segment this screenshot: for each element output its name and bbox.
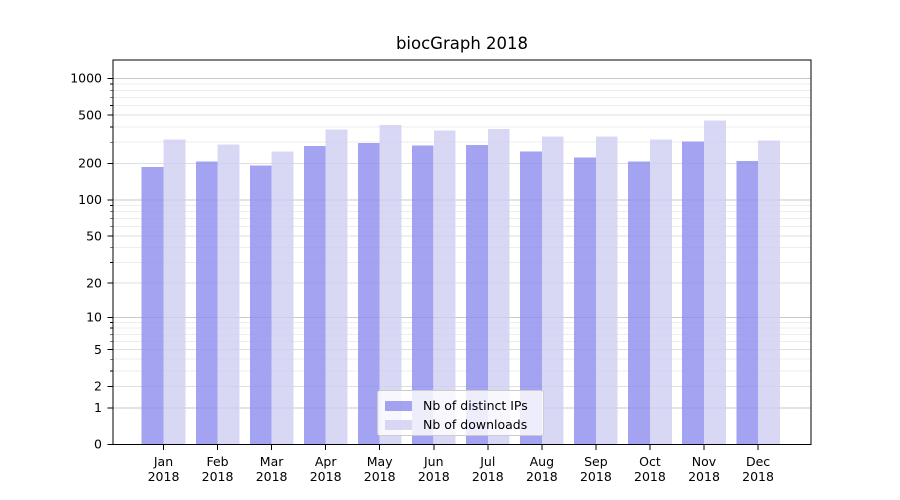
x-tick-label-year: 2018 — [148, 469, 180, 484]
bar-downloads — [217, 144, 240, 445]
bar-downloads — [487, 128, 510, 445]
bar-distinct-ips — [466, 145, 488, 445]
bar-downloads — [433, 130, 456, 445]
x-tick-label-month: Jul — [479, 454, 495, 469]
x-tick-label-year: 2018 — [310, 469, 342, 484]
x-tick-label-month: Sep — [584, 454, 608, 469]
x-tick-label-month: May — [367, 454, 393, 469]
x-tick-label-month: Aug — [530, 454, 554, 469]
bar-distinct-ips — [682, 141, 704, 445]
bar-distinct-ips — [141, 167, 164, 445]
x-tick-label-year: 2018 — [634, 469, 666, 484]
y-tick-label: 0 — [94, 437, 102, 452]
bar-downloads — [325, 129, 348, 445]
y-tick-label: 200 — [78, 156, 102, 171]
legend-label-downloads: Nb of downloads — [423, 417, 528, 432]
x-tick-label-month: Mar — [260, 454, 284, 469]
bar-downloads — [541, 136, 564, 445]
x-tick-label-year: 2018 — [418, 469, 450, 484]
x-tick-label-year: 2018 — [580, 469, 612, 484]
y-tick-label: 500 — [78, 107, 102, 122]
x-tick-label-year: 2018 — [364, 469, 396, 484]
y-tick-label: 100 — [78, 192, 102, 207]
bar-downloads — [163, 139, 186, 445]
bar-distinct-ips — [574, 157, 596, 445]
x-tick-label-month: Feb — [206, 454, 228, 469]
x-tick-label-month: Oct — [639, 454, 661, 469]
plot-border — [112, 59, 812, 445]
legend-item-distinct-ips: Nb of distinct IPs — [378, 397, 543, 414]
bar-downloads — [595, 136, 618, 445]
y-tick-label: 1 — [94, 400, 102, 415]
x-tick-label-month: Apr — [315, 454, 337, 469]
bar-distinct-ips — [736, 160, 759, 445]
x-tick-label-month: Dec — [746, 454, 770, 469]
x-tick-label-year: 2018 — [742, 469, 774, 484]
x-tick-label-month: Jan — [153, 454, 173, 469]
x-tick-label-year: 2018 — [472, 469, 504, 484]
y-tick-label: 5 — [94, 342, 102, 357]
bar-distinct-ips — [249, 165, 272, 445]
x-tick-label-year: 2018 — [202, 469, 234, 484]
bar-distinct-ips — [411, 145, 434, 445]
y-tick-label: 10 — [86, 310, 102, 325]
x-tick-label-month: Jun — [423, 454, 444, 469]
bar-downloads — [758, 140, 780, 445]
bar-downloads — [379, 125, 402, 445]
bar-distinct-ips — [195, 161, 218, 445]
bar-distinct-ips — [628, 161, 650, 445]
x-tick-label-year: 2018 — [256, 469, 288, 484]
chart-title: biocGraph 2018 — [395, 34, 529, 53]
bar-distinct-ips — [357, 143, 380, 445]
bar-distinct-ips — [520, 151, 542, 445]
legend-swatch-distinct-ips — [385, 400, 412, 411]
legend-item-downloads: Nb of downloads — [378, 416, 543, 433]
bar-downloads — [650, 139, 672, 445]
bar-distinct-ips — [303, 145, 326, 445]
y-tick-label: 50 — [86, 228, 102, 243]
x-tick-label-year: 2018 — [526, 469, 558, 484]
legend-label-distinct-ips: Nb of distinct IPs — [423, 398, 528, 413]
legend-swatch-downloads — [385, 419, 412, 430]
bar-downloads — [704, 120, 726, 445]
bar-downloads — [271, 151, 294, 445]
y-tick-label: 20 — [86, 275, 102, 290]
y-tick-label: 1000 — [70, 71, 102, 86]
x-tick-label-month: Nov — [692, 454, 717, 469]
legend: Nb of distinct IPs Nb of downloads — [377, 390, 544, 436]
x-tick-label-year: 2018 — [688, 469, 720, 484]
y-tick-label: 2 — [94, 378, 102, 393]
